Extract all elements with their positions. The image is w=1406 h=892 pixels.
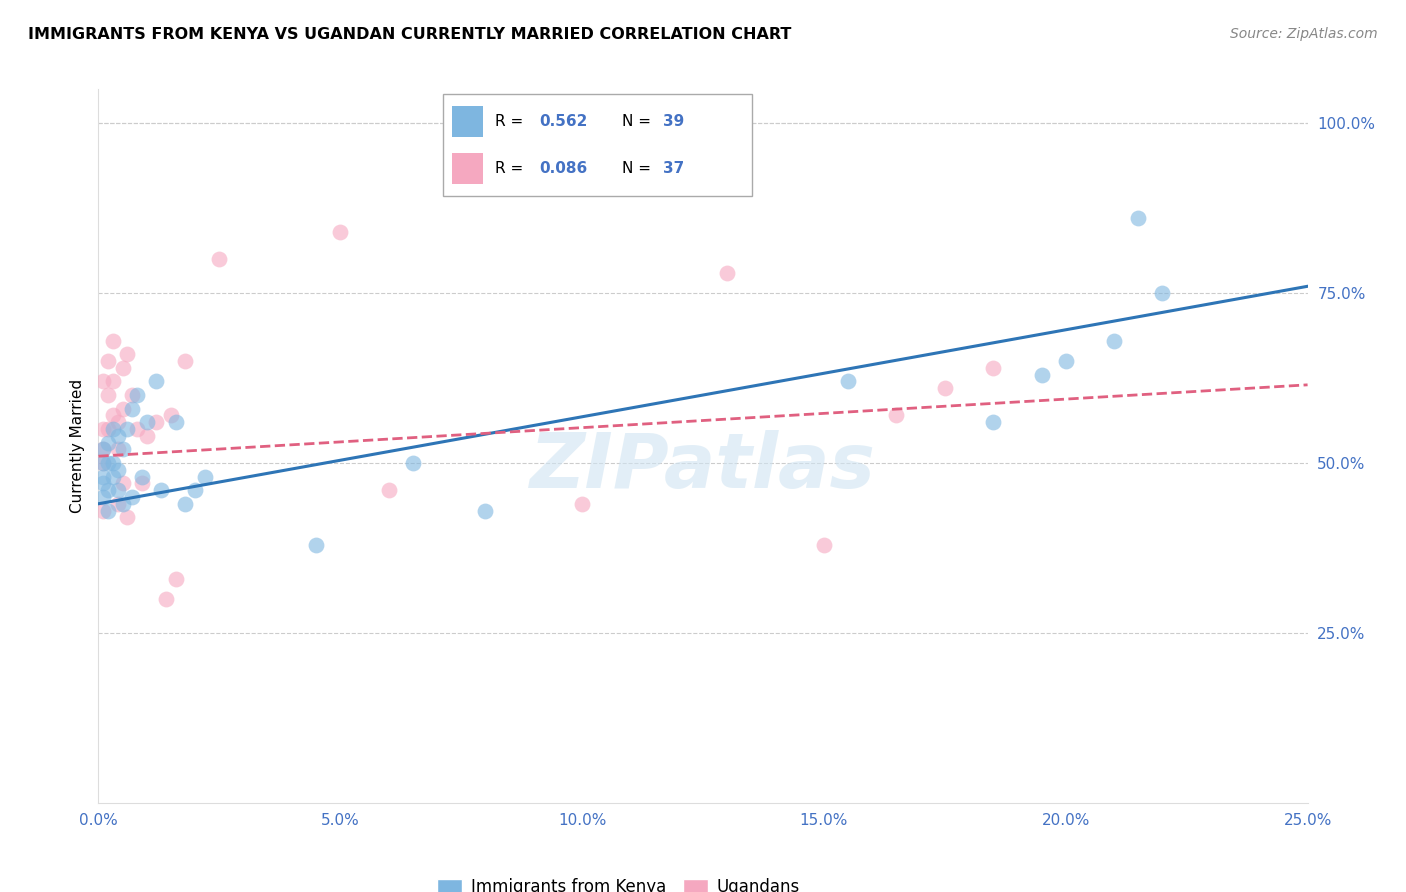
Point — [121, 490, 143, 504]
Point — [121, 388, 143, 402]
Point — [127, 422, 149, 436]
Point — [91, 442, 114, 457]
Point — [145, 415, 167, 429]
Point — [208, 252, 231, 266]
Point — [165, 415, 187, 429]
Point — [107, 483, 129, 498]
Y-axis label: Currently Married: Currently Married — [69, 379, 84, 513]
Point — [97, 422, 120, 436]
Point — [571, 497, 593, 511]
Point — [101, 334, 124, 348]
Point — [837, 375, 859, 389]
Point — [121, 401, 143, 416]
Point — [111, 360, 134, 375]
Point — [131, 469, 153, 483]
Point — [97, 435, 120, 450]
Point — [97, 456, 120, 470]
Point — [184, 483, 207, 498]
Point — [1031, 368, 1053, 382]
Text: ZIPatlas: ZIPatlas — [530, 431, 876, 504]
Point — [165, 572, 187, 586]
Point — [91, 469, 114, 483]
Point — [981, 360, 1004, 375]
Point — [101, 409, 124, 423]
Point — [91, 422, 114, 436]
Text: R =: R = — [495, 114, 523, 128]
Point — [150, 483, 173, 498]
Legend: Immigrants from Kenya, Ugandans: Immigrants from Kenya, Ugandans — [430, 871, 806, 892]
Point — [91, 490, 114, 504]
Text: 0.086: 0.086 — [538, 161, 588, 176]
Point — [91, 375, 114, 389]
Point — [135, 429, 157, 443]
Point — [91, 503, 114, 517]
Point — [135, 415, 157, 429]
Text: 39: 39 — [662, 114, 683, 128]
Point — [1054, 354, 1077, 368]
Point — [97, 354, 120, 368]
Point — [107, 497, 129, 511]
Point — [97, 388, 120, 402]
Point — [97, 483, 120, 498]
Text: N =: N = — [623, 161, 651, 176]
Text: Source: ZipAtlas.com: Source: ZipAtlas.com — [1230, 27, 1378, 41]
Point — [101, 456, 124, 470]
Text: R =: R = — [495, 161, 523, 176]
Point — [91, 442, 114, 457]
Text: 37: 37 — [662, 161, 683, 176]
Point — [111, 442, 134, 457]
Point — [117, 347, 139, 361]
Point — [1152, 286, 1174, 301]
Point — [305, 537, 328, 551]
Point — [107, 442, 129, 457]
Point — [111, 476, 134, 491]
FancyBboxPatch shape — [453, 106, 484, 136]
FancyBboxPatch shape — [443, 94, 752, 196]
Point — [107, 463, 129, 477]
Point — [117, 510, 139, 524]
Point — [97, 503, 120, 517]
Point — [145, 375, 167, 389]
Text: 0.562: 0.562 — [538, 114, 588, 128]
Point — [111, 401, 134, 416]
Point — [886, 409, 908, 423]
Point — [101, 375, 124, 389]
Point — [107, 429, 129, 443]
Point — [813, 537, 835, 551]
Point — [155, 591, 177, 606]
Point — [160, 409, 183, 423]
Point — [716, 266, 738, 280]
Point — [402, 456, 425, 470]
Point — [174, 497, 197, 511]
Point — [474, 503, 496, 517]
Point — [91, 456, 114, 470]
Point — [117, 422, 139, 436]
Point — [111, 497, 134, 511]
Point — [329, 225, 352, 239]
FancyBboxPatch shape — [453, 153, 484, 184]
Point — [127, 388, 149, 402]
Point — [131, 476, 153, 491]
Point — [1128, 211, 1150, 226]
Text: N =: N = — [623, 114, 651, 128]
Text: IMMIGRANTS FROM KENYA VS UGANDAN CURRENTLY MARRIED CORRELATION CHART: IMMIGRANTS FROM KENYA VS UGANDAN CURRENT… — [28, 27, 792, 42]
Point — [934, 381, 956, 395]
Point — [174, 354, 197, 368]
Point — [91, 456, 114, 470]
Point — [1102, 334, 1125, 348]
Point — [101, 422, 124, 436]
Point — [91, 476, 114, 491]
Point — [194, 469, 217, 483]
Point — [377, 483, 399, 498]
Point — [101, 469, 124, 483]
Point — [981, 415, 1004, 429]
Point — [107, 415, 129, 429]
